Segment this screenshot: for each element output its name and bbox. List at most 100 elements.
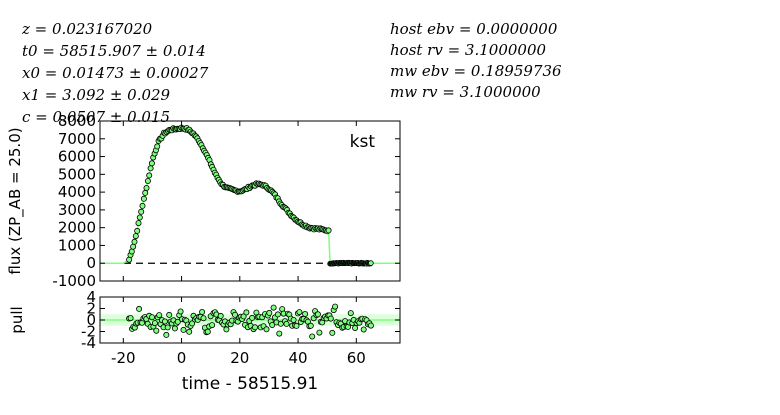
pull-point <box>204 328 211 335</box>
pull-point <box>249 314 256 321</box>
param-x1: x1 = 3.092 ± 0.029 <box>22 86 171 104</box>
flux-ytick-label: 7000 <box>58 130 96 148</box>
param-t0: t0 = 58515.907 ± 0.014 <box>22 42 206 60</box>
pull-point <box>276 330 283 337</box>
pull-point <box>263 326 270 333</box>
flux-ytick-label: 4000 <box>58 183 96 201</box>
pull-point <box>274 311 281 318</box>
pull-point <box>209 322 216 329</box>
flux-ytick-label: 0 <box>86 254 96 272</box>
pull-point <box>309 333 316 340</box>
param-x0: x0 = 0.01473 ± 0.00027 <box>22 64 209 82</box>
pull-point <box>186 328 193 335</box>
pull-point <box>269 321 276 328</box>
flux-frame <box>99 120 401 282</box>
pull-ytick-label: 0 <box>86 311 96 329</box>
pull-point <box>270 304 277 311</box>
flux-ytick-label: 1000 <box>58 236 96 254</box>
pull-point <box>302 310 309 317</box>
pull-point <box>166 311 173 318</box>
pull-ylabel: pull <box>8 306 26 333</box>
pull-point <box>360 326 367 333</box>
pull-point <box>136 305 143 312</box>
pull-point <box>243 309 250 316</box>
pull-xtick-label: 20 <box>230 349 249 367</box>
param-host-rv: host rv = 3.1000000 <box>390 41 547 59</box>
pull-point <box>290 316 297 323</box>
pull-point <box>367 322 374 329</box>
pull-point <box>199 308 206 315</box>
pull-point <box>293 322 300 329</box>
flux-ytick-label: 5000 <box>58 165 96 183</box>
pull-xtick-label: 60 <box>347 349 366 367</box>
flux-point <box>368 260 374 266</box>
flux-point <box>131 238 138 245</box>
flux-point <box>134 227 141 234</box>
pull-xtick-label: -20 <box>111 349 136 367</box>
flux-point <box>146 172 153 179</box>
pull-point <box>266 309 273 316</box>
pull-point <box>148 314 155 321</box>
pull-ytick-label: 4 <box>86 288 96 306</box>
flux-point <box>140 195 147 202</box>
flux-point <box>144 177 151 184</box>
pull-point <box>240 313 247 320</box>
pull-ytick-label: -4 <box>81 334 96 352</box>
flux-ytick-label: 3000 <box>58 201 96 219</box>
pull-point <box>163 331 170 338</box>
flux-point <box>132 233 139 240</box>
pull-point <box>171 325 178 332</box>
flux-ytick-label: -1000 <box>52 272 96 290</box>
flux-ylabel: flux (ZP_AB = 25.0) <box>6 127 25 274</box>
pull-point <box>316 329 323 336</box>
pull-point <box>127 315 134 322</box>
param-host-ebv: host ebv = 0.0000000 <box>390 20 558 38</box>
flux-ytick-label: 8000 <box>58 112 96 130</box>
flux-point <box>135 220 142 227</box>
pull-point <box>189 320 196 327</box>
flux-point <box>148 160 155 167</box>
flux-point <box>325 227 332 234</box>
pull-point <box>352 324 359 331</box>
pull-point <box>251 324 258 331</box>
pull-xtick-label: 0 <box>177 349 187 367</box>
pull-xtick-label: 40 <box>289 349 308 367</box>
pull-point <box>164 324 171 331</box>
pull-point <box>347 310 354 317</box>
param-mw-ebv: mw ebv = 0.18959736 <box>390 62 562 80</box>
pull-point <box>177 308 184 315</box>
pull-point <box>296 309 303 316</box>
pull-point <box>231 311 238 318</box>
band-label: kst <box>350 132 376 152</box>
pull-point <box>153 327 160 334</box>
param-z: z = 0.023167020 <box>22 20 153 38</box>
pull-point <box>174 318 181 325</box>
flux-ytick-label: 6000 <box>58 148 96 166</box>
flux-point <box>136 214 143 221</box>
flux-ytick-label: 2000 <box>58 219 96 237</box>
pull-point <box>327 315 334 322</box>
flux-point <box>142 189 149 196</box>
pull-point <box>200 315 207 322</box>
flux-point <box>154 143 161 150</box>
pull-point <box>283 320 290 327</box>
pull-point <box>156 312 163 319</box>
flux-point <box>139 202 146 209</box>
flux-point <box>147 165 154 172</box>
pull-point <box>307 322 314 329</box>
flux-point <box>143 184 150 191</box>
pull-ytick-label: -2 <box>81 323 96 341</box>
pull-ytick-label: 2 <box>86 300 96 318</box>
pull-point <box>151 320 158 327</box>
flux-point <box>128 248 135 255</box>
pull-point <box>314 311 321 318</box>
pull-point <box>223 326 230 333</box>
pull-point <box>217 312 224 319</box>
pull-point <box>329 329 336 336</box>
pull-point <box>277 320 284 327</box>
flux-point <box>138 208 145 215</box>
pull-point <box>332 303 339 310</box>
